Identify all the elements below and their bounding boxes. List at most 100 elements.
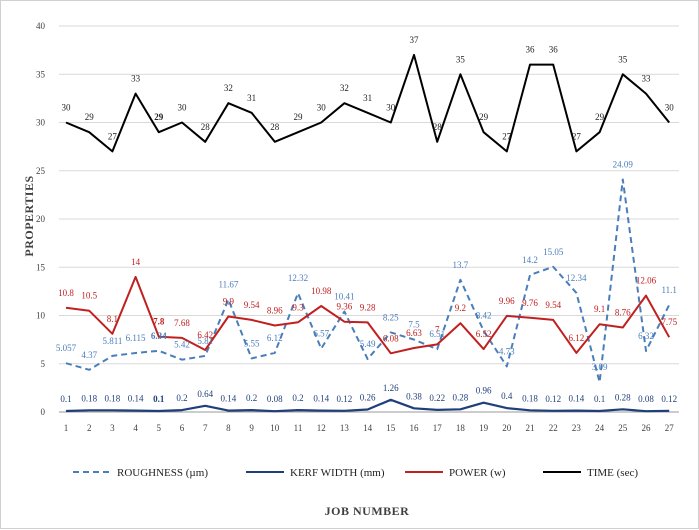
x-tick-label: 5 (157, 423, 162, 433)
data-label: 32 (340, 83, 349, 93)
data-label: 27 (502, 131, 512, 141)
data-label: 9.3 (292, 302, 304, 312)
data-label: 0.14 (128, 394, 144, 404)
data-label: 14.2 (522, 255, 538, 265)
data-label: 0.12 (337, 394, 353, 404)
data-label: 6.63 (406, 328, 422, 338)
data-label: 3.09 (592, 362, 608, 372)
data-label: 9.96 (499, 296, 515, 306)
data-label: 10.5 (81, 291, 97, 301)
x-tick-label: 24 (595, 423, 605, 433)
data-label: 7 (435, 324, 440, 334)
data-label: 30 (317, 103, 327, 113)
y-tick-label: 35 (36, 69, 46, 79)
data-label: 10.98 (311, 286, 332, 296)
data-label: 6.115 (126, 333, 146, 343)
data-label: 35 (456, 54, 466, 64)
data-label: 0.28 (615, 392, 631, 402)
x-tick-label: 18 (456, 423, 466, 433)
data-label: 9.36 (337, 302, 353, 312)
data-label: 29 (479, 112, 489, 122)
data-label: 33 (642, 74, 652, 84)
data-label: 10.8 (58, 288, 74, 298)
x-tick-label: 10 (270, 423, 280, 433)
y-tick-label: 0 (41, 407, 46, 417)
data-label: 15.05 (543, 247, 564, 257)
data-label: 35 (618, 54, 628, 64)
x-tick-label: 14 (363, 423, 373, 433)
data-label: 6.12 (267, 333, 283, 343)
data-label: 0.2 (246, 393, 257, 403)
data-label: 31 (247, 93, 256, 103)
data-label: 6.12 (569, 333, 585, 343)
x-tick-label: 26 (642, 423, 652, 433)
data-label: 4.37 (81, 350, 97, 360)
data-label: 8.1 (107, 314, 118, 324)
series-line-2 (65, 398, 670, 413)
data-label: 7.8 (153, 317, 165, 327)
series-line-4 (65, 53, 670, 153)
data-label: 10.41 (334, 292, 354, 302)
data-label: 8.42 (476, 311, 492, 321)
data-label: 0.1 (594, 394, 605, 404)
x-axis-title: JOB NUMBER (325, 504, 410, 518)
legend-label: TIME (sec) (587, 467, 638, 479)
x-tick-label: 6 (180, 423, 185, 433)
data-label: 0.2 (176, 393, 187, 403)
y-axis-ticks: 0 5 10 15 20 25 30 35 40 (36, 21, 46, 417)
data-label: 0.1 (153, 394, 165, 404)
data-label: 29 (85, 112, 95, 122)
x-tick-label: 25 (618, 423, 628, 433)
y-tick-label: 15 (36, 262, 46, 272)
data-label: 9.76 (522, 298, 538, 308)
data-label: 32 (224, 83, 233, 93)
data-label: 9.54 (244, 300, 260, 310)
data-label: 29 (595, 112, 605, 122)
series-line-1 (65, 178, 671, 384)
data-label: 12.34 (566, 273, 587, 283)
data-label: 9.54 (545, 300, 561, 310)
x-tick-label: 11 (294, 423, 303, 433)
x-tick-label: 3 (110, 423, 115, 433)
data-label: 14 (131, 257, 141, 267)
data-label: 0.12 (545, 394, 561, 404)
data-label: 11.67 (218, 279, 238, 289)
data-label: 5.811 (102, 336, 122, 346)
legend-label: POWER (w) (449, 467, 506, 479)
data-label: 0.08 (267, 394, 283, 404)
data-label: 0.14 (221, 394, 237, 404)
data-label: 0.96 (476, 386, 492, 396)
y-tick-label: 40 (36, 21, 46, 31)
y-tick-label: 5 (41, 359, 46, 369)
data-label: 0.14 (569, 394, 585, 404)
data-label: 6.51 (429, 329, 445, 339)
data-label: 4.73 (499, 346, 515, 356)
x-tick-label: 7 (203, 423, 208, 433)
y-tick-label: 10 (36, 311, 46, 321)
x-tick-label: 2 (87, 423, 92, 433)
data-label: 6.08 (383, 333, 399, 343)
data-label: 6.34 (151, 331, 167, 341)
x-tick-label: 21 (526, 423, 535, 433)
data-label: 0.18 (105, 393, 121, 403)
data-label: 6.52 (476, 329, 492, 339)
x-tick-label: 15 (386, 423, 396, 433)
series-line-3 (65, 275, 671, 355)
data-label: 6.57 (313, 329, 329, 339)
x-tick-label: 27 (665, 423, 675, 433)
data-label: 0.1 (60, 394, 71, 404)
data-label: 5.057 (56, 343, 77, 353)
data-label: 0.14 (313, 394, 329, 404)
y-tick-label: 30 (36, 118, 46, 128)
y-tick-label: 25 (36, 166, 46, 176)
data-label: 30 (665, 103, 675, 113)
data-label: 5.49 (360, 339, 376, 349)
x-tick-label: 4 (133, 423, 138, 433)
data-label: 27 (108, 131, 118, 141)
data-label: 0.38 (406, 391, 422, 401)
legend-label: ROUGHNESS (µm) (117, 467, 208, 479)
data-label: 0.2 (292, 393, 303, 403)
data-labels: 5.057 4.37 5.811 6.115 6.34 5.42 5.81 11.67 5.55… (56, 35, 678, 404)
